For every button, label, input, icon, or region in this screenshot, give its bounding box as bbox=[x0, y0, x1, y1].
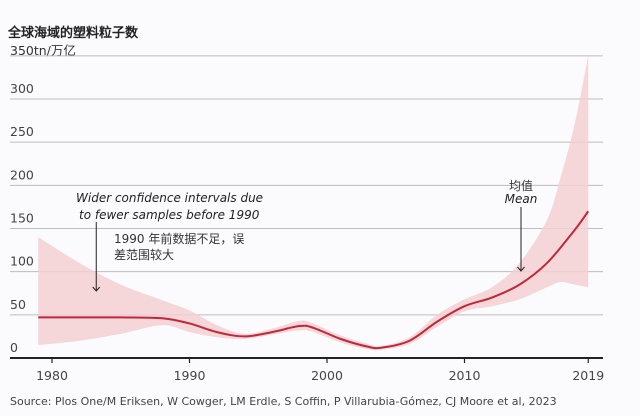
y-tick-label-300: 300 bbox=[10, 81, 34, 96]
x-tick-label-2010: 2010 bbox=[449, 368, 481, 383]
y-tick-label-0: 0 bbox=[10, 340, 18, 355]
annotations: Wider confidence intervals due to fewer … bbox=[76, 178, 538, 292]
mean-label-en: Mean bbox=[505, 192, 538, 206]
mean-line-layer bbox=[38, 210, 590, 350]
confidence-band-layer bbox=[38, 55, 589, 351]
source-note: Source: Plos One/M Eriksen, W Cowger, LM… bbox=[10, 395, 557, 408]
y-axis-unit-label: 350tn/万亿 bbox=[10, 43, 76, 58]
y-tick-label-250: 250 bbox=[10, 124, 34, 139]
x-tick-label-2000: 2000 bbox=[311, 368, 343, 383]
mean-label-cn: 均值 bbox=[509, 178, 533, 193]
gridlines bbox=[10, 55, 603, 316]
y-tick-label-50: 50 bbox=[10, 297, 26, 312]
annotation-en-line1: Wider confidence intervals due bbox=[76, 191, 263, 205]
x-axis bbox=[10, 357, 603, 363]
y-tick-label-200: 200 bbox=[10, 167, 34, 182]
confidence-band bbox=[38, 55, 589, 351]
y-tick-label-150: 150 bbox=[10, 211, 34, 226]
x-tick-label-2019: 2019 bbox=[572, 368, 604, 383]
annotation-en-line2: to fewer samples before 1990 bbox=[79, 208, 260, 222]
annotation-cn-line2: 差范围较大 bbox=[114, 247, 174, 262]
x-tick-label-1990: 1990 bbox=[174, 368, 206, 383]
y-tick-label-100: 100 bbox=[10, 254, 34, 269]
mean-arrow-head bbox=[517, 266, 525, 272]
annotation-arrow-head bbox=[92, 286, 101, 292]
chart-title: 全球海域的塑料粒子数 bbox=[8, 26, 139, 41]
x-axis-tick-labels: 1980 1990 2000 2010 2019 bbox=[36, 368, 604, 383]
x-tick-label-1980: 1980 bbox=[36, 368, 68, 383]
annotation-cn-line1: 1990 年前数据不足，误 bbox=[114, 231, 244, 246]
y-axis-tick-labels: 0 50 100 150 200 250 300 bbox=[10, 81, 34, 355]
mean-line bbox=[38, 210, 590, 350]
